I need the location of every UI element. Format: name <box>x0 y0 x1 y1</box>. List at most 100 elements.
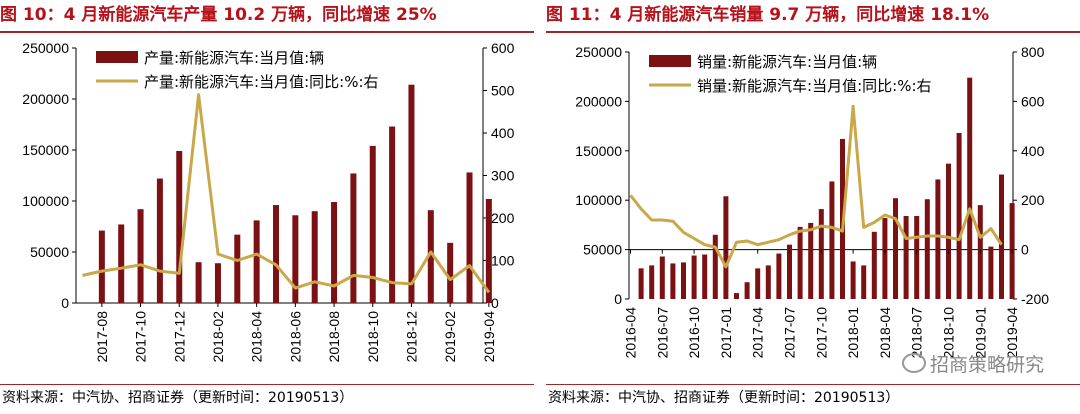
y2-tick-label: 0 <box>1021 242 1029 258</box>
bar <box>331 202 338 303</box>
y-tick-label: 150000 <box>575 143 622 159</box>
legend-line-label: 产量:新能源汽车:当月值:同比:%:右 <box>144 73 379 91</box>
bar <box>808 222 814 299</box>
chart-title: 图 11：4 月新能源汽车销量 9.7 万辆，同比增速 18.1% <box>546 5 990 25</box>
sales-chart: 0 50000 100000 150000 200000 250000 -200 0 200 40… <box>575 44 1049 359</box>
x-tick-label: 2018-08 <box>326 311 342 363</box>
bar <box>935 179 941 299</box>
y2-tick-label: 300 <box>491 168 515 184</box>
bar <box>176 151 183 303</box>
bar <box>702 254 708 299</box>
y2-tick-label: 500 <box>491 83 515 99</box>
legend-bar-label: 产量:新能源汽车:当月值:辆 <box>144 49 324 67</box>
bar <box>427 210 434 303</box>
x-tick-label: 2018-01 <box>845 307 861 359</box>
bar <box>311 211 318 303</box>
bar <box>956 133 962 299</box>
bar <box>988 246 994 299</box>
y2-tick-label: 400 <box>1021 143 1045 159</box>
bar <box>734 293 739 299</box>
y-tick-label: 0 <box>61 295 69 311</box>
x-tick-label: 2017-08 <box>94 311 110 363</box>
bar <box>156 178 163 303</box>
bar <box>234 234 241 303</box>
x-tick-label: 2019-01 <box>972 307 988 359</box>
x-tick-label: 2016-10 <box>686 307 702 359</box>
bar <box>389 126 396 303</box>
y-tick-label: 250000 <box>22 40 69 56</box>
bar <box>946 163 951 299</box>
bar <box>466 172 473 303</box>
y2-tick-label: 200 <box>491 210 515 226</box>
x-tick-label: 2019-04 <box>481 311 497 363</box>
bar <box>253 220 260 303</box>
bar <box>903 216 909 299</box>
bar <box>924 199 930 299</box>
y2-tick-label: 600 <box>491 40 515 56</box>
line-series <box>82 93 491 294</box>
bar <box>659 256 665 299</box>
bar <box>818 209 824 299</box>
x-tick-label: 2018-10 <box>941 307 957 359</box>
bar <box>195 262 202 303</box>
bar <box>723 196 729 299</box>
x-tick-label: 2016-07 <box>654 307 670 359</box>
line-series <box>629 104 1003 269</box>
bar <box>98 230 105 303</box>
production-chart: 0 50000 100000 150000 200000 250000 0 100 200 300… <box>22 40 515 363</box>
x-tick-label: 2017-10 <box>813 307 829 359</box>
bar <box>691 255 697 299</box>
legend-line-label: 销量:新能源汽车:当月值:同比:%:右 <box>697 77 932 95</box>
y-tick-label: 150000 <box>22 142 69 158</box>
bar <box>118 224 125 303</box>
y-tick-label: 200000 <box>575 93 622 109</box>
x-tick-label: 2018-10 <box>365 311 381 363</box>
y2-tick-label: 800 <box>1021 44 1045 60</box>
bar <box>649 265 655 299</box>
title-divider <box>546 31 1080 33</box>
x-tick-label: 2017-10 <box>133 311 149 363</box>
x-tick-label: 2018-04 <box>877 307 893 359</box>
watermark: 招商策略研究 <box>901 350 1044 377</box>
x-tick-label: 2018-02 <box>210 311 226 363</box>
bar <box>447 242 454 303</box>
legend-bar-swatch <box>96 51 138 63</box>
bar <box>882 217 888 299</box>
bar <box>765 265 771 299</box>
bar <box>712 234 718 299</box>
x-tick-label: 2018-07 <box>909 307 925 359</box>
bar <box>829 181 835 299</box>
bar <box>755 268 761 299</box>
x-tick-label: 2018-04 <box>249 311 265 363</box>
bar <box>914 216 920 299</box>
bar <box>369 145 376 303</box>
y-tick-label: 50000 <box>583 242 622 258</box>
bar <box>485 198 492 303</box>
bar <box>893 198 898 299</box>
y-tick-label: 100000 <box>575 192 622 208</box>
source-divider <box>546 384 1080 385</box>
y2-tick-label: -200 <box>1021 291 1049 307</box>
y2-tick-label: 100 <box>491 253 515 269</box>
bar <box>681 262 686 299</box>
title-divider <box>0 31 534 33</box>
y-tick-label: 0 <box>614 291 622 307</box>
chart-panel-sales: 图 11：4 月新能源汽车销量 9.7 万辆，同比增速 18.1% 0 50000… <box>546 0 1080 414</box>
chart-title: 图 10：4 月新能源汽车产量 10.2 万辆，同比增速 25% <box>0 5 437 25</box>
y2-tick-label: 600 <box>1021 93 1045 109</box>
bar <box>273 205 279 303</box>
y-tick-label: 50000 <box>30 244 69 260</box>
bar <box>408 84 415 303</box>
source-note: 资料来源：中汽协、招商证券（更新时间：20190513） <box>2 390 354 406</box>
bar <box>850 261 856 299</box>
y-tick-label: 250000 <box>575 44 622 60</box>
chart-panel-production: 图 10：4 月新能源汽车产量 10.2 万辆，同比增速 25% 0 50000 1… <box>0 0 534 414</box>
source-divider <box>0 384 534 385</box>
bar <box>967 77 973 299</box>
bar <box>137 209 144 303</box>
x-tick-label: 2017-07 <box>782 307 798 359</box>
watermark-text: 招商策略研究 <box>929 354 1044 376</box>
y-tick-label: 100000 <box>22 193 69 209</box>
source-note: 资料来源：中汽协、招商证券（更新时间：20190513） <box>548 390 900 406</box>
bar <box>744 282 750 299</box>
